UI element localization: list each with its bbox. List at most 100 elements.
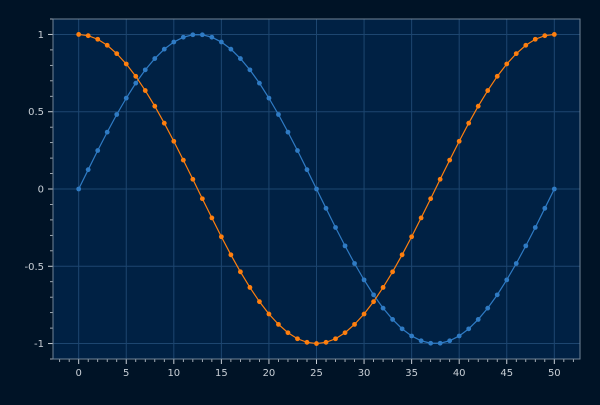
x-tick-label: 40 bbox=[453, 368, 466, 379]
data-point bbox=[266, 311, 272, 317]
data-point bbox=[276, 321, 281, 327]
data-point bbox=[551, 32, 557, 37]
y-tick-label: -1 bbox=[34, 339, 44, 350]
data-point bbox=[171, 138, 177, 144]
x-tick-label: 0 bbox=[75, 368, 81, 379]
data-point bbox=[409, 234, 415, 240]
data-point bbox=[180, 157, 186, 163]
data-point bbox=[314, 341, 319, 346]
data-point bbox=[342, 243, 348, 249]
data-point bbox=[190, 176, 196, 182]
data-point bbox=[295, 336, 300, 342]
axes: 0 5 10 15 20 25 30 35 40 45 50 -1 -0.5 0 0.5 1 bbox=[24, 18, 581, 379]
data-point bbox=[456, 138, 462, 144]
data-point bbox=[123, 95, 129, 101]
data-point bbox=[447, 157, 453, 163]
data-point bbox=[447, 338, 453, 344]
data-point bbox=[323, 339, 329, 345]
data-point bbox=[237, 56, 243, 61]
y-tick-label: 0.5 bbox=[28, 107, 44, 118]
data-point bbox=[114, 112, 120, 117]
x-tick-label: 5 bbox=[123, 368, 129, 379]
series-1 bbox=[76, 32, 557, 346]
data-point bbox=[513, 51, 519, 57]
data-point bbox=[247, 285, 253, 290]
data-point bbox=[180, 34, 186, 40]
data-point bbox=[237, 269, 243, 275]
data-point bbox=[371, 299, 376, 305]
data-point bbox=[171, 39, 177, 45]
data-point bbox=[428, 196, 434, 202]
data-point bbox=[428, 340, 434, 346]
x-tick-label: 45 bbox=[500, 368, 513, 379]
data-point bbox=[323, 205, 329, 211]
data-point bbox=[399, 252, 405, 258]
x-tick-label: 15 bbox=[215, 368, 228, 379]
data-point bbox=[361, 311, 367, 317]
data-point bbox=[485, 305, 491, 311]
data-point bbox=[247, 67, 253, 73]
data-point bbox=[218, 234, 224, 240]
data-point bbox=[542, 33, 548, 39]
data-point bbox=[161, 120, 167, 126]
data-point bbox=[133, 73, 139, 79]
data-point bbox=[209, 215, 215, 221]
data-point bbox=[133, 80, 139, 86]
data-point bbox=[504, 61, 510, 67]
data-point bbox=[485, 88, 491, 93]
y-tick-label: -0.5 bbox=[24, 262, 44, 273]
data-point bbox=[152, 103, 158, 109]
data-point bbox=[104, 42, 110, 48]
x-tick-label: 20 bbox=[263, 368, 276, 379]
data-point bbox=[437, 176, 443, 182]
data-point bbox=[161, 46, 167, 52]
data-point bbox=[142, 88, 148, 93]
data-point bbox=[152, 56, 158, 61]
data-point bbox=[209, 34, 215, 40]
y-tick-label: 0 bbox=[38, 185, 44, 196]
data-point bbox=[409, 333, 415, 339]
data-point bbox=[466, 120, 472, 126]
data-point bbox=[333, 225, 338, 230]
data-point bbox=[475, 317, 481, 322]
data-point bbox=[85, 33, 91, 39]
data-point bbox=[199, 196, 205, 202]
data-point bbox=[304, 167, 310, 173]
data-point bbox=[352, 321, 357, 327]
data-point bbox=[551, 186, 557, 192]
data-point bbox=[456, 333, 462, 339]
series-layer bbox=[76, 32, 557, 346]
data-point bbox=[380, 285, 386, 290]
data-point bbox=[361, 277, 367, 283]
data-point bbox=[76, 32, 82, 37]
x-tick-label: 30 bbox=[358, 368, 371, 379]
y-tick-label: 1 bbox=[38, 30, 44, 41]
data-point bbox=[76, 186, 82, 192]
x-tick-label: 50 bbox=[548, 368, 561, 379]
data-point bbox=[532, 225, 538, 230]
data-point bbox=[333, 336, 338, 342]
data-point bbox=[494, 292, 500, 298]
data-point bbox=[218, 39, 224, 45]
data-point bbox=[190, 32, 196, 38]
data-point bbox=[199, 32, 205, 38]
data-point bbox=[104, 129, 110, 135]
data-point bbox=[285, 330, 291, 336]
data-point bbox=[304, 339, 310, 345]
data-point bbox=[295, 148, 300, 153]
data-point bbox=[475, 103, 481, 109]
data-point bbox=[276, 112, 281, 117]
data-point bbox=[513, 261, 519, 266]
data-point bbox=[342, 330, 348, 336]
data-point bbox=[523, 42, 529, 48]
data-point bbox=[542, 205, 548, 211]
data-point bbox=[352, 261, 357, 266]
data-point bbox=[314, 186, 319, 192]
x-tick-label: 10 bbox=[167, 368, 180, 379]
data-point bbox=[418, 338, 424, 344]
plot-frame bbox=[52, 18, 581, 360]
data-point bbox=[390, 269, 396, 275]
data-point bbox=[114, 51, 120, 57]
